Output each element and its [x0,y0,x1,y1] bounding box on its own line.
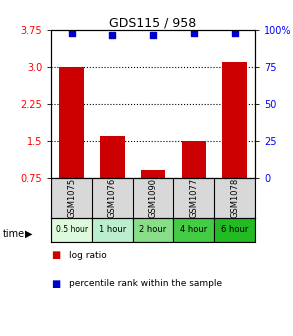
Bar [59,67,84,178]
Text: GSM1078: GSM1078 [230,178,239,218]
Text: 0.5 hour: 0.5 hour [56,225,88,235]
Text: 4 hour: 4 hour [180,225,207,235]
Bar [214,218,255,242]
Text: GSM1076: GSM1076 [108,178,117,218]
Bar [141,170,165,178]
Bar [92,218,133,242]
Text: 6 hour: 6 hour [221,225,248,235]
Point [110,32,115,37]
Text: percentile rank within the sample: percentile rank within the sample [69,280,222,288]
Text: time: time [3,228,25,239]
Bar [173,218,214,242]
Text: ▶: ▶ [25,228,33,239]
Title: GDS115 / 958: GDS115 / 958 [110,16,197,29]
Text: GSM1077: GSM1077 [189,178,198,218]
Text: ■: ■ [51,250,61,260]
Bar [51,218,92,242]
Text: GSM1075: GSM1075 [67,178,76,218]
Text: log ratio: log ratio [69,251,107,260]
Point [192,31,196,36]
Text: 1 hour: 1 hour [99,225,126,235]
Bar [100,136,125,178]
Point [232,31,237,36]
Point [151,32,155,37]
Text: ■: ■ [51,279,61,289]
Text: GSM1090: GSM1090 [149,178,158,218]
Bar [133,218,173,242]
Bar [182,141,206,178]
Bar [222,62,247,178]
Text: 2 hour: 2 hour [139,225,167,235]
Point [69,31,74,36]
